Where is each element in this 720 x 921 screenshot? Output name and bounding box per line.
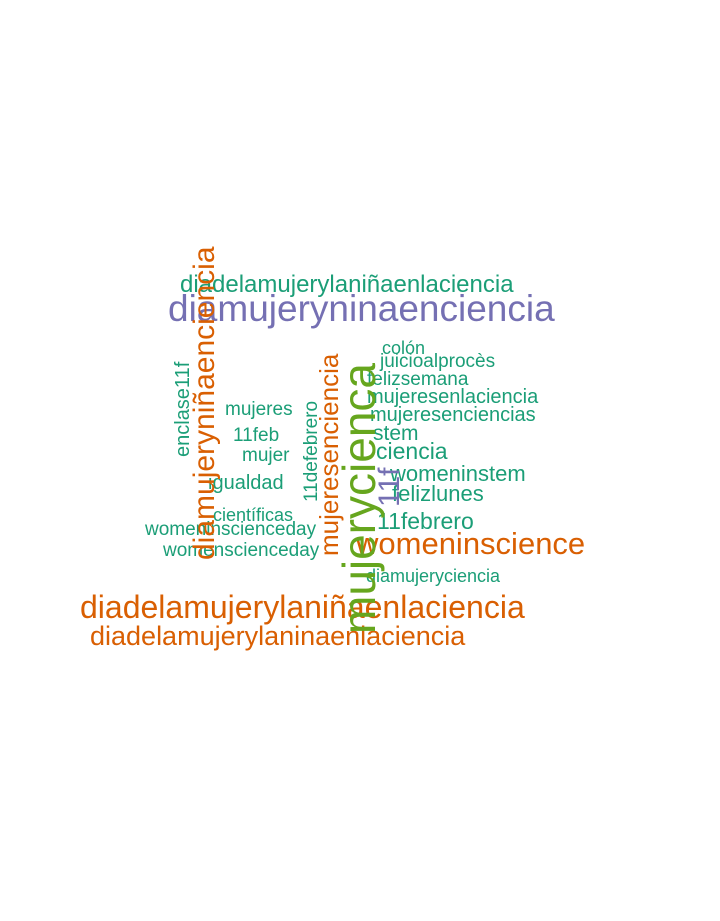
word-ciencia: ciencia: [376, 438, 448, 464]
word-enclase11f: enclase11f: [172, 361, 194, 457]
word-womeninscience: womeninscience: [356, 526, 586, 561]
word-diamujeryciencia: diamujeryciencia: [366, 566, 501, 586]
word-juicioalproces: juicioalprocès: [380, 351, 496, 372]
word-diamujeryninaenciencia: diamujeryninaenciencia: [168, 288, 555, 329]
word-stem: stem: [373, 422, 419, 445]
word-womeninstem: womeninstem: [390, 461, 526, 486]
word-mujer: mujer: [242, 445, 290, 466]
word-11febrero: 11febrero: [377, 508, 474, 534]
word-11f: 11f: [373, 467, 406, 507]
word-igualdad: igualdad: [208, 472, 284, 494]
word-diamujeryninaenciencia-vertical: diamujeryniñaenciencia: [188, 246, 221, 560]
word-mujeresenlaciencia: mujeresenlaciencia: [367, 386, 539, 408]
word-11feb: 11feb: [233, 425, 280, 446]
word-felizsemana: felizsemana: [367, 369, 469, 390]
word-colon: colón: [382, 338, 426, 358]
word-diadelamujerylaninaenlaciencia: diadelamujerylaninaenlaciencia: [90, 621, 466, 651]
word-mujeresenciencias: mujeresenciencias: [370, 404, 536, 426]
word-mujeres: mujeres: [225, 399, 293, 420]
word-cientificas: científicas: [213, 505, 294, 525]
word-womenscienceday: womenscienceday: [163, 540, 320, 561]
word-felizlunes: felizlunes: [392, 481, 484, 506]
word-diadelamujerylanina-big: diadelamujerylaniñaenlaciencia: [80, 589, 525, 625]
word-womeninscienceday: womeninscienceday: [145, 519, 317, 540]
word-diadelamujerylanina-tilde: diadelamujerylaniñaenlaciencia: [180, 271, 514, 298]
